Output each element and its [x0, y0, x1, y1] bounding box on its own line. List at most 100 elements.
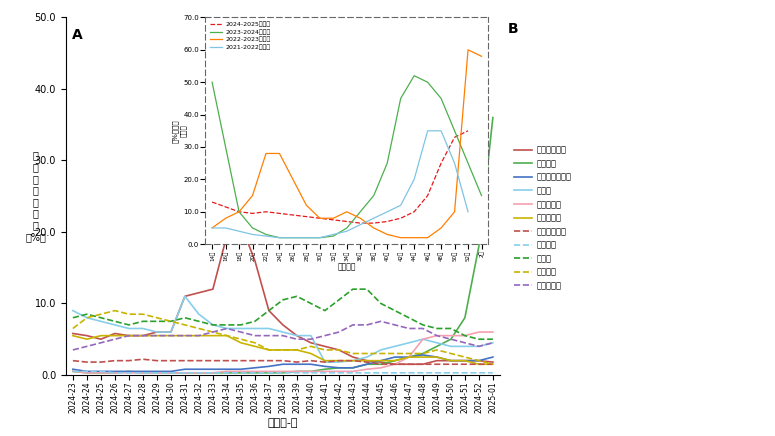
- 博卡病毒: [278, 370, 288, 375]
- 副流感病毒: [96, 333, 105, 338]
- 博卡病毒: [264, 370, 274, 375]
- 肺炎支原体: [166, 333, 175, 338]
- 2024-2025流行季: [396, 216, 405, 221]
- Line: 呼吸道合胞病毒: 呼吸道合胞病毒: [73, 355, 493, 371]
- 2024-2025流行季: [409, 209, 419, 215]
- 鼻病毒: [110, 319, 119, 324]
- 肺炎支原体: [278, 333, 288, 338]
- 肠道病毒: [362, 351, 371, 356]
- 人偏肺病毒: [110, 370, 119, 375]
- 博卡病毒: [306, 370, 315, 375]
- 肠道病毒: [292, 347, 301, 353]
- 腺病毒: [320, 359, 329, 364]
- 腺病毒: [181, 294, 190, 299]
- 新型冠状病毒: [124, 333, 133, 338]
- 肺炎支原体: [110, 337, 119, 342]
- 肠道病毒: [446, 351, 456, 356]
- 人偏肺病毒: [306, 369, 315, 374]
- 2023-2024流行季: [208, 80, 217, 85]
- 博卡病毒: [391, 370, 400, 375]
- 腺病毒: [446, 344, 456, 349]
- Line: 肠道病毒: 肠道病毒: [73, 310, 493, 364]
- 新型冠状病毒: [195, 290, 204, 295]
- 副流感病毒: [348, 358, 357, 363]
- 肠道病毒: [306, 344, 315, 349]
- 普通冠状病毒: [460, 361, 470, 367]
- 2021-2022流行季: [369, 216, 378, 221]
- 2024-2025流行季: [356, 221, 365, 226]
- 普通冠状病毒: [362, 359, 371, 364]
- 呼吸道合胞病毒: [405, 354, 414, 360]
- 副流感病毒: [124, 333, 133, 338]
- 2022-2023流行季: [315, 216, 325, 221]
- 鼻病毒: [292, 294, 301, 299]
- 副流感病毒: [152, 333, 161, 338]
- 腺病毒: [250, 326, 260, 331]
- 腺病毒: [292, 333, 301, 338]
- 新型冠状病毒: [278, 322, 288, 327]
- 流感病毒: [432, 344, 442, 349]
- 呼吸道合胞病毒: [208, 367, 218, 372]
- 呼吸道合胞病毒: [166, 369, 175, 374]
- 鼻病毒: [348, 286, 357, 292]
- 肠道病毒: [68, 326, 78, 331]
- 普通冠状病毒: [208, 358, 218, 363]
- 博卡病毒: [376, 370, 385, 375]
- 肺炎支原体: [348, 322, 357, 327]
- 呼吸道合胞病毒: [264, 364, 274, 369]
- 人偏肺病毒: [222, 369, 232, 374]
- 鼻病毒: [334, 297, 343, 303]
- 2021-2022流行季: [450, 160, 460, 166]
- 腺病毒: [278, 330, 288, 335]
- 博卡病毒: [334, 370, 343, 375]
- 新型冠状病毒: [334, 347, 343, 353]
- 流感病毒: [181, 370, 190, 375]
- 新型冠状病毒: [474, 358, 484, 363]
- 肠道病毒: [405, 351, 414, 356]
- 新型冠状病毒: [181, 294, 190, 299]
- 肠道病毒: [96, 312, 105, 317]
- 2023-2024流行季: [329, 233, 338, 238]
- 呼吸道合胞病毒: [124, 369, 133, 374]
- 普通冠状病毒: [306, 358, 315, 363]
- 流感病毒: [334, 365, 343, 371]
- 2022-2023流行季: [423, 235, 432, 240]
- 2023-2024流行季: [423, 80, 432, 85]
- 普通冠状病毒: [376, 361, 385, 367]
- 普通冠状病毒: [474, 361, 484, 367]
- 2022-2023流行季: [343, 209, 352, 215]
- 副流感病毒: [446, 358, 456, 363]
- 鼻病毒: [474, 337, 484, 342]
- 腺病毒: [474, 344, 484, 349]
- 人偏肺病毒: [236, 369, 246, 374]
- 2021-2022流行季: [409, 177, 419, 182]
- 2022-2023流行季: [436, 225, 446, 231]
- 肺炎支原体: [376, 319, 385, 324]
- 腺病毒: [82, 315, 91, 320]
- 肺炎支原体: [391, 322, 400, 327]
- 2022-2023流行季: [288, 177, 298, 182]
- 人偏肺病毒: [474, 330, 484, 335]
- 2024-2025流行季: [450, 135, 460, 140]
- Text: B: B: [508, 22, 518, 36]
- 人偏肺病毒: [195, 370, 204, 375]
- 2021-2022流行季: [261, 233, 270, 238]
- 肠道病毒: [110, 308, 119, 313]
- 副流感病毒: [236, 340, 246, 345]
- 副流感病毒: [110, 333, 119, 338]
- 流感病毒: [96, 370, 105, 375]
- 鼻病毒: [236, 322, 246, 327]
- 流感病毒: [320, 367, 329, 372]
- 2022-2023流行季: [221, 216, 230, 221]
- 肠道病毒: [124, 312, 133, 317]
- 流感病毒: [82, 370, 91, 375]
- 2024-2025流行季: [436, 160, 446, 166]
- 博卡病毒: [250, 370, 260, 375]
- 呼吸道合胞病毒: [138, 369, 147, 374]
- 腺病毒: [418, 337, 428, 342]
- 2023-2024流行季: [463, 160, 473, 166]
- 鼻病毒: [264, 308, 274, 313]
- 鼻病毒: [138, 319, 147, 324]
- 肠道病毒: [488, 361, 498, 367]
- 普通冠状病毒: [278, 358, 288, 363]
